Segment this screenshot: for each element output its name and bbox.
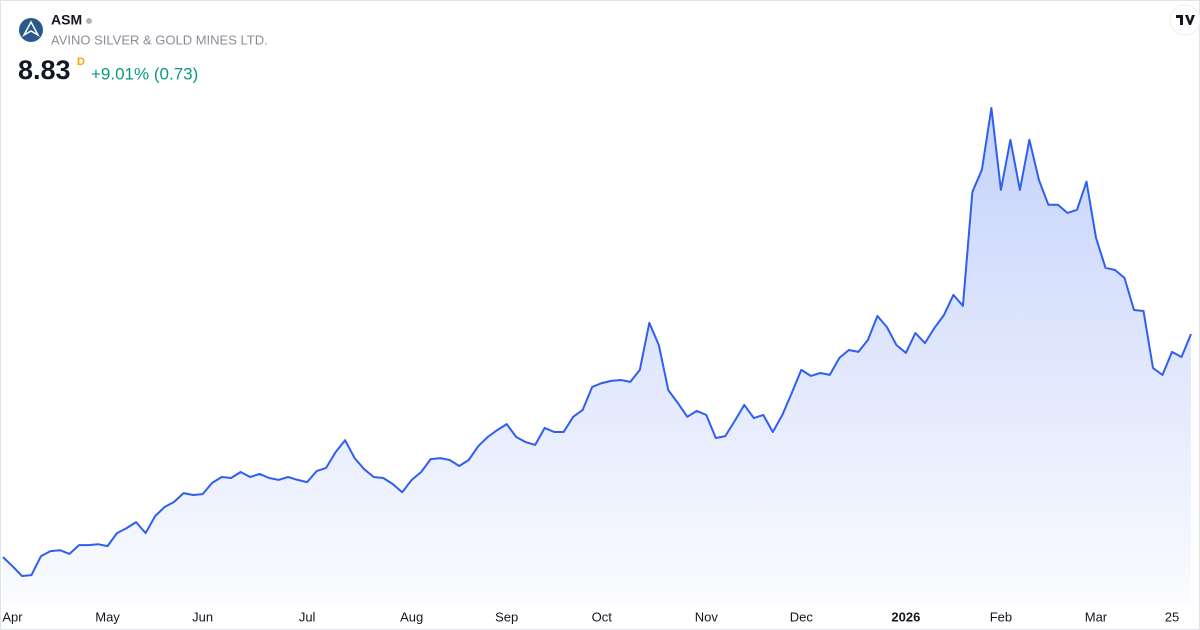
x-tick-label: Mar xyxy=(1085,609,1108,624)
logo xyxy=(19,18,43,42)
price: 8.83 xyxy=(18,55,71,85)
x-tick-label: May xyxy=(95,609,120,624)
x-tick-label: Aug xyxy=(400,609,423,624)
symbol: ASM xyxy=(51,12,82,28)
x-tick-label: Sep xyxy=(495,609,518,624)
plot-area xyxy=(2,107,1192,605)
tv-logo xyxy=(1169,4,1200,36)
x-tick-label: Jun xyxy=(192,609,213,624)
x-tick-label: Oct xyxy=(592,609,613,624)
status-dot xyxy=(86,18,92,24)
x-tick-label: Dec xyxy=(790,609,814,624)
x-tick-label: Jul xyxy=(299,609,316,624)
company-name: AVINO SILVER & GOLD MINES LTD. xyxy=(51,32,268,47)
x-tick-label: Apr xyxy=(2,609,23,624)
interval: D xyxy=(77,56,85,68)
x-tick-label: Feb xyxy=(990,609,1012,624)
x-tick-label: 25 xyxy=(1165,609,1179,624)
x-tick-label: 2026 xyxy=(891,609,920,624)
change: +9.01% (0.73) xyxy=(91,64,198,83)
price-line xyxy=(2,107,1192,577)
logo-icon xyxy=(22,20,40,37)
x-tick-label: Nov xyxy=(695,609,719,624)
